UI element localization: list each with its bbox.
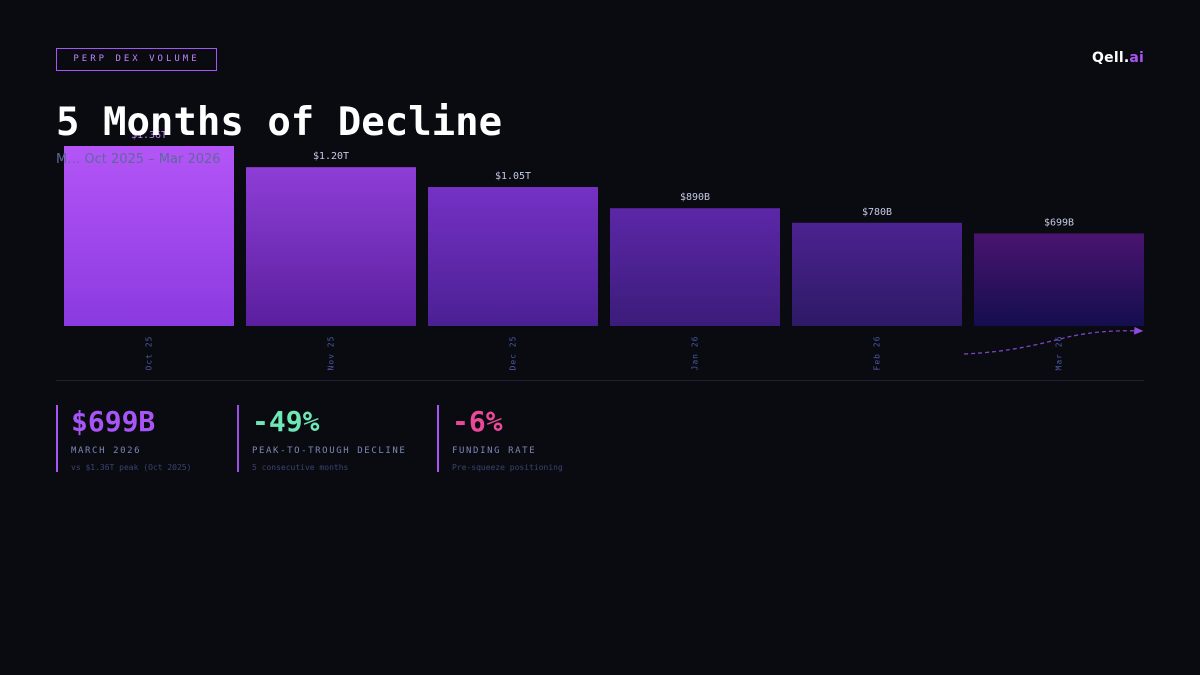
brand-logo-main: Qell.	[1092, 50, 1130, 66]
bar-dec-25	[428, 187, 598, 326]
stat-note: vs $1.36T peak (Oct 2025)	[71, 463, 192, 472]
stat-value: -49%	[252, 405, 320, 438]
stat-note: 5 consecutive months	[252, 463, 349, 472]
x-tick-label: Dec 25	[509, 336, 518, 371]
stat-label: FUNDING RATE	[452, 446, 537, 456]
x-tick-label: Oct 25	[145, 336, 154, 371]
trend-arrow	[963, 326, 1144, 355]
bars-layer	[64, 146, 1144, 326]
x-tick-label: Mar 26	[1055, 336, 1064, 371]
x-tick-labels-layer: Oct 25 Nov 25 Dec 25 Jan 26 Feb 26 Mar 26	[145, 336, 1064, 371]
bar-feb-26	[792, 222, 962, 326]
bar-value-label: $780B	[862, 207, 892, 218]
page-subtitle: M… Oct 2025 – Mar 2026	[56, 152, 221, 167]
x-tick-label: Nov 25	[327, 336, 336, 371]
stat-label: MARCH 2026	[71, 446, 142, 456]
brand-logo-accent: ai	[1129, 50, 1144, 66]
stat-note: Pre-squeeze positioning	[452, 463, 563, 472]
bar-value-label: $890B	[680, 192, 710, 203]
page-title: 5 Months of Decline	[56, 100, 503, 145]
brand-logo: Qell.ai	[1092, 50, 1144, 66]
x-tick-label: Feb 26	[873, 336, 882, 371]
bar-oct-25	[64, 146, 234, 326]
stat-value: -6%	[452, 405, 503, 438]
bar-value-label: $1.05T	[495, 171, 531, 182]
stat-decline: -49% PEAK-TO-TROUGH DECLINE 5 consecutiv…	[237, 405, 406, 472]
section-tag: PERP DEX VOLUME	[56, 48, 217, 71]
bar-mar-26	[974, 233, 1144, 326]
divider	[56, 380, 1144, 381]
bar-jan-26	[610, 208, 780, 326]
bar-nov-25	[246, 167, 416, 326]
bar-value-label: $699B	[1044, 217, 1074, 228]
stat-funding-rate: -6% FUNDING RATE Pre-squeeze positioning	[437, 405, 563, 472]
stat-label: PEAK-TO-TROUGH DECLINE	[252, 446, 407, 456]
x-tick-label: Jan 26	[691, 336, 700, 371]
stat-value: $699B	[71, 405, 156, 438]
stat-current-volume: $699B MARCH 2026 vs $1.36T peak (Oct 202…	[56, 405, 191, 472]
bar-value-label: $1.20T	[313, 151, 349, 162]
